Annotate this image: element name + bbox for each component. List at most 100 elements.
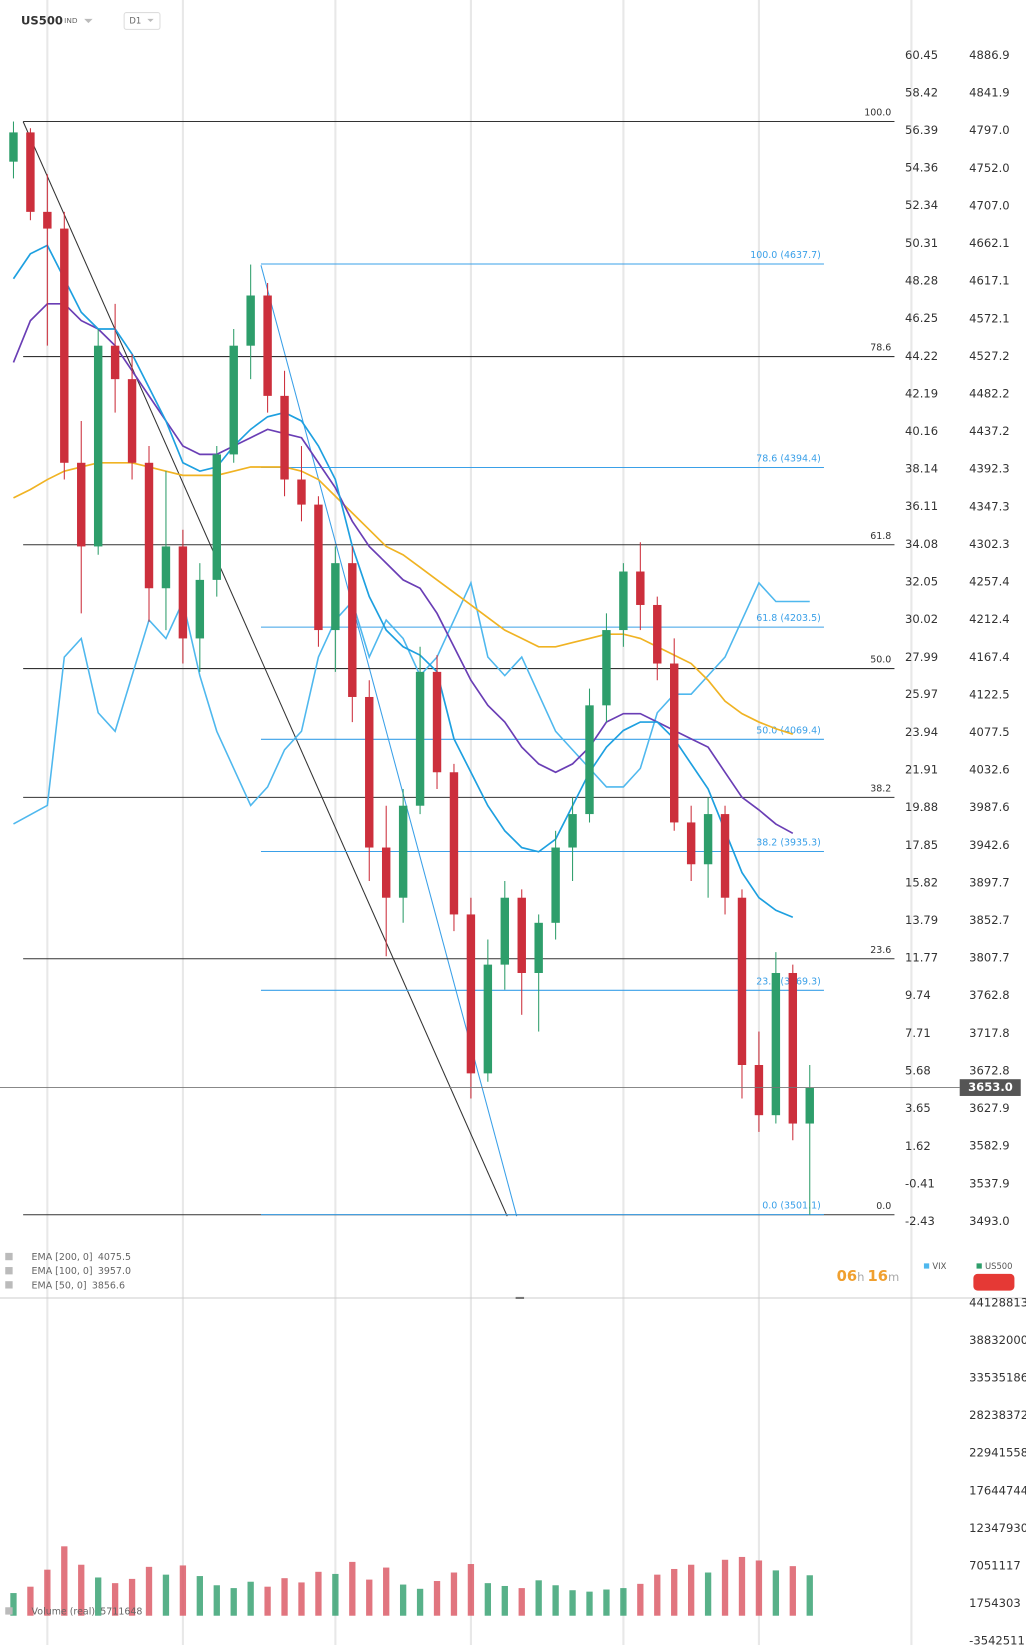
- candle-body: [229, 345, 238, 455]
- series-legend[interactable]: US500: [985, 1261, 1013, 1271]
- y-tick-label: 4752.0: [969, 161, 1009, 175]
- candle-body: [93, 345, 103, 547]
- volume-bar: [61, 1546, 68, 1616]
- y2-tick-label: 13.79: [905, 913, 938, 927]
- last-price-tag: [959, 1079, 1021, 1096]
- volume-bar: [332, 1573, 339, 1616]
- candle-body: [534, 922, 543, 973]
- volume-bar: [44, 1569, 51, 1616]
- y2-tick-label: 5.68: [905, 1064, 931, 1078]
- volume-tick-label: 7051117: [969, 1558, 1021, 1572]
- countdown: 06h 16m: [837, 1268, 900, 1285]
- candle-body: [212, 454, 221, 580]
- candle-body: [602, 630, 611, 706]
- y-tick-label: 4077.5: [969, 725, 1009, 739]
- series-legend[interactable]: VIX: [932, 1261, 946, 1271]
- volume-bar: [721, 1559, 729, 1616]
- dropdown-arrow[interactable]: [147, 18, 154, 23]
- legend-text: 5711648: [100, 1606, 142, 1617]
- volume-tick-label: 1754303: [969, 1596, 1021, 1610]
- candle-body: [314, 504, 323, 631]
- volume-bar: [78, 1564, 85, 1616]
- volume-bar: [806, 1575, 813, 1616]
- candle-body: [110, 345, 120, 380]
- candle-body: [161, 546, 171, 589]
- symbol[interactable]: US500: [21, 13, 63, 27]
- indicator-legend: EMA [50, 0] 3856.6: [32, 1280, 125, 1291]
- volume-bar: [552, 1585, 559, 1616]
- timeframe[interactable]: D1: [129, 15, 141, 25]
- y-tick-label: 4527.2: [969, 349, 1009, 363]
- volume-bar: [501, 1585, 508, 1616]
- volume-bar: [27, 1586, 34, 1616]
- fib-label: 100.0 (4637.7): [750, 250, 821, 261]
- y-tick-label: 4707.0: [969, 199, 1009, 213]
- legend-text: Volume (real): [32, 1606, 95, 1617]
- trade-button[interactable]: [973, 1273, 1015, 1291]
- candle-body: [43, 211, 52, 229]
- candle-body: [77, 462, 86, 547]
- y-tick-label: 4212.4: [969, 612, 1009, 626]
- y-tick-label: 4617.1: [969, 274, 1009, 288]
- candle-body: [686, 822, 696, 865]
- y2-tick-label: 60.45: [905, 48, 938, 62]
- candle-body: [771, 972, 781, 1116]
- y-tick-label: 4167.4: [969, 650, 1009, 664]
- candle-body: [178, 546, 188, 639]
- y2-tick-label: 9.74: [905, 988, 931, 1002]
- y-tick-label: 3582.9: [969, 1139, 1009, 1153]
- legend-icon: [5, 1267, 13, 1275]
- legend-value: 4075.5: [98, 1252, 131, 1263]
- y-tick-label: 3852.7: [969, 913, 1009, 927]
- y2-tick-label: 50.31: [905, 236, 938, 250]
- countdown-part: m: [888, 1270, 899, 1284]
- y2-tick-label: 23.94: [905, 725, 938, 739]
- y2-tick-label: 44.22: [905, 349, 938, 363]
- y2-tick-label: 7.71: [905, 1026, 931, 1040]
- last-price-label: 3653.0: [968, 1080, 1013, 1094]
- candle-body: [636, 571, 645, 605]
- volume-bar: [162, 1574, 170, 1616]
- y-tick-label: 4797.0: [969, 123, 1009, 137]
- y2-tick-label: 17.85: [905, 838, 938, 852]
- fib-label: 78.6 (4394.4): [756, 454, 821, 465]
- volume-bar: [315, 1571, 322, 1616]
- y2-tick-label: 3.65: [905, 1101, 931, 1115]
- volume-tick-label: 22941558: [969, 1446, 1026, 1460]
- fib-label: 0.0: [876, 1201, 891, 1212]
- volume-bar: [111, 1583, 119, 1616]
- fib-label: 50.0 (4069.4): [756, 725, 821, 736]
- volume-bar: [603, 1589, 610, 1616]
- y-tick-label: 3717.8: [969, 1026, 1009, 1040]
- fib-label: 23.6 (3769.3): [756, 976, 821, 987]
- fib-label: 78.6: [870, 343, 891, 354]
- candle-body: [432, 671, 442, 773]
- volume-bar: [654, 1574, 661, 1616]
- candle-body: [398, 805, 408, 898]
- timeframe-box[interactable]: [123, 12, 161, 30]
- candle-body: [246, 295, 255, 346]
- volume-bar: [569, 1590, 576, 1616]
- legend-icon: [5, 1607, 13, 1615]
- dropdown-arrow[interactable]: [84, 18, 93, 24]
- y2-tick-label: 42.19: [905, 386, 938, 400]
- y-tick-label: 4886.9: [969, 48, 1009, 62]
- volume-bar: [518, 1588, 525, 1616]
- countdown-part: 16: [868, 1268, 888, 1285]
- candle-body: [754, 1064, 764, 1116]
- volume-bar: [399, 1584, 407, 1616]
- y2-tick-label: 38.14: [905, 462, 938, 476]
- candle-body: [348, 563, 357, 697]
- y-tick-label: 3762.8: [969, 988, 1009, 1002]
- y2-tick-label: 48.28: [905, 273, 938, 287]
- ema-line: [12, 302, 794, 835]
- y2-tick-label: 15.82: [905, 875, 938, 889]
- volume-bar: [213, 1585, 220, 1616]
- legend-swatch: [976, 1263, 982, 1269]
- volume-bar: [10, 1593, 17, 1616]
- fib-label: 23.6: [870, 945, 891, 956]
- candle-body: [297, 479, 306, 505]
- y2-tick-label: 58.42: [905, 85, 938, 99]
- volume-bar: [264, 1586, 271, 1616]
